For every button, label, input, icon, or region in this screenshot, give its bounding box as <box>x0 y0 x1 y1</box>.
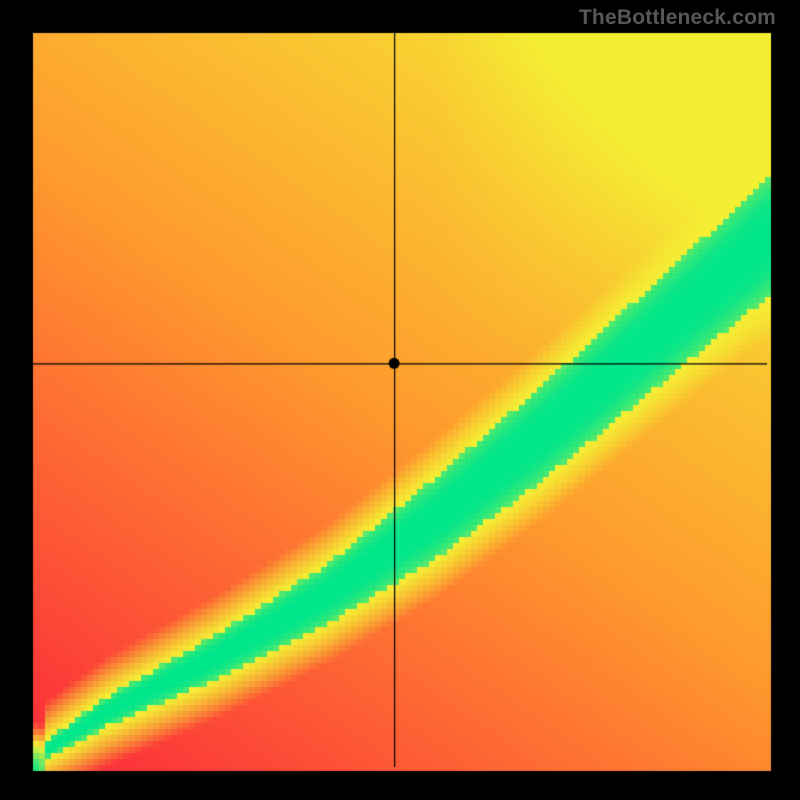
heatmap-canvas <box>0 0 800 800</box>
watermark-text: TheBottleneck.com <box>579 6 776 30</box>
chart-container: TheBottleneck.com <box>0 0 800 800</box>
